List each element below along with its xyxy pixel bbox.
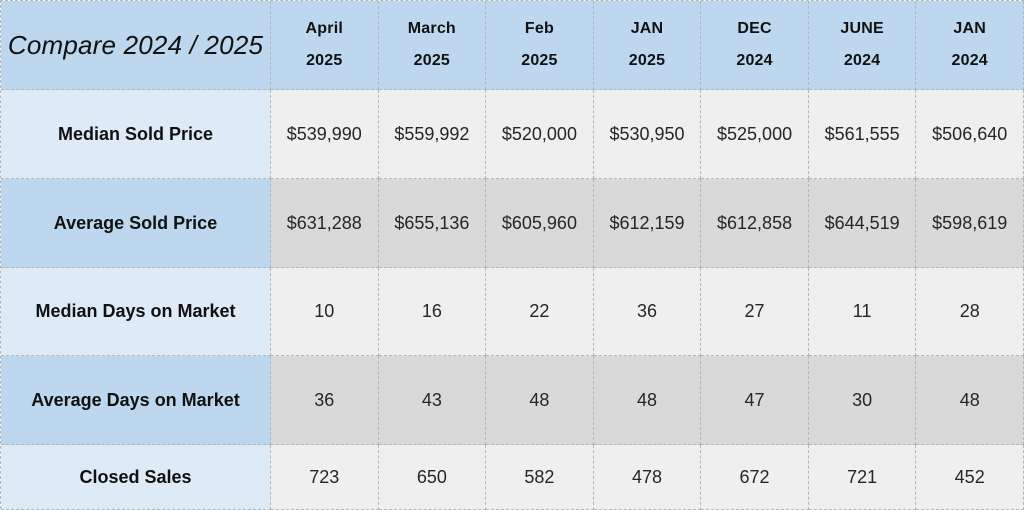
row-label-average-days-on-market: Average Days on Market (1, 356, 271, 445)
column-year: 2025 (521, 52, 558, 69)
column-month: JAN (630, 20, 664, 37)
data-cell: 721 (808, 445, 917, 510)
column-month: March (407, 20, 456, 37)
data-cell: 11 (808, 268, 917, 356)
data-cell: $525,000 (701, 90, 809, 179)
data-cell: 672 (701, 445, 809, 510)
column-year: 2025 (628, 52, 666, 69)
data-cell: 16 (378, 268, 487, 356)
data-cell: $612,858 (701, 179, 809, 268)
column-year: 2024 (736, 52, 773, 69)
column-month: JUNE (840, 20, 884, 37)
column-header-dec-2024: DEC 2024 (701, 1, 809, 90)
data-cell: $655,136 (378, 179, 487, 268)
data-cell: 36 (271, 356, 379, 445)
column-year: 2025 (413, 52, 451, 69)
data-cell: 36 (593, 268, 702, 356)
column-month: DEC (737, 20, 772, 37)
data-cell: $612,159 (593, 179, 702, 268)
data-cell: $539,990 (271, 90, 379, 179)
column-header-feb-2025: Feb 2025 (486, 1, 594, 90)
data-cell: 28 (916, 268, 1024, 356)
data-cell: $559,992 (378, 90, 487, 179)
data-cell: $605,960 (486, 179, 594, 268)
data-cell: 723 (271, 445, 379, 510)
data-cell: $644,519 (808, 179, 917, 268)
column-month: April (305, 20, 343, 37)
data-cell: 452 (916, 445, 1024, 510)
column-month: JAN (953, 20, 986, 37)
data-cell: 43 (378, 356, 487, 445)
data-cell: $598,619 (916, 179, 1024, 268)
data-cell: $520,000 (486, 90, 594, 179)
data-cell: 478 (593, 445, 702, 510)
data-cell: 10 (271, 268, 379, 356)
data-cell: $530,950 (593, 90, 702, 179)
table-title: Compare 2024 / 2025 (1, 1, 271, 90)
row-label-average-sold-price: Average Sold Price (1, 179, 271, 268)
data-cell: 22 (486, 268, 594, 356)
column-year: 2024 (843, 52, 881, 69)
data-cell: 650 (378, 445, 487, 510)
column-year: 2024 (951, 52, 988, 69)
column-header-march-2025: March 2025 (378, 1, 487, 90)
row-label-closed-sales: Closed Sales (1, 445, 271, 510)
data-cell: $561,555 (808, 90, 917, 179)
data-cell: 48 (593, 356, 702, 445)
data-cell: 27 (701, 268, 809, 356)
column-header-jan-2024: JAN 2024 (916, 1, 1024, 90)
data-cell: 48 (486, 356, 594, 445)
column-header-june-2024: JUNE 2024 (808, 1, 917, 90)
data-cell: 48 (916, 356, 1024, 445)
column-year: 2025 (306, 52, 343, 69)
data-cell: 30 (808, 356, 917, 445)
data-cell: 582 (486, 445, 594, 510)
column-header-jan-2025: JAN 2025 (593, 1, 702, 90)
data-cell: $506,640 (916, 90, 1024, 179)
row-label-median-sold-price: Median Sold Price (1, 90, 271, 179)
column-month: Feb (524, 20, 554, 37)
column-header-april-2025: April 2025 (271, 1, 379, 90)
data-cell: $631,288 (271, 179, 379, 268)
row-label-median-days-on-market: Median Days on Market (1, 268, 271, 356)
data-cell: 47 (701, 356, 809, 445)
